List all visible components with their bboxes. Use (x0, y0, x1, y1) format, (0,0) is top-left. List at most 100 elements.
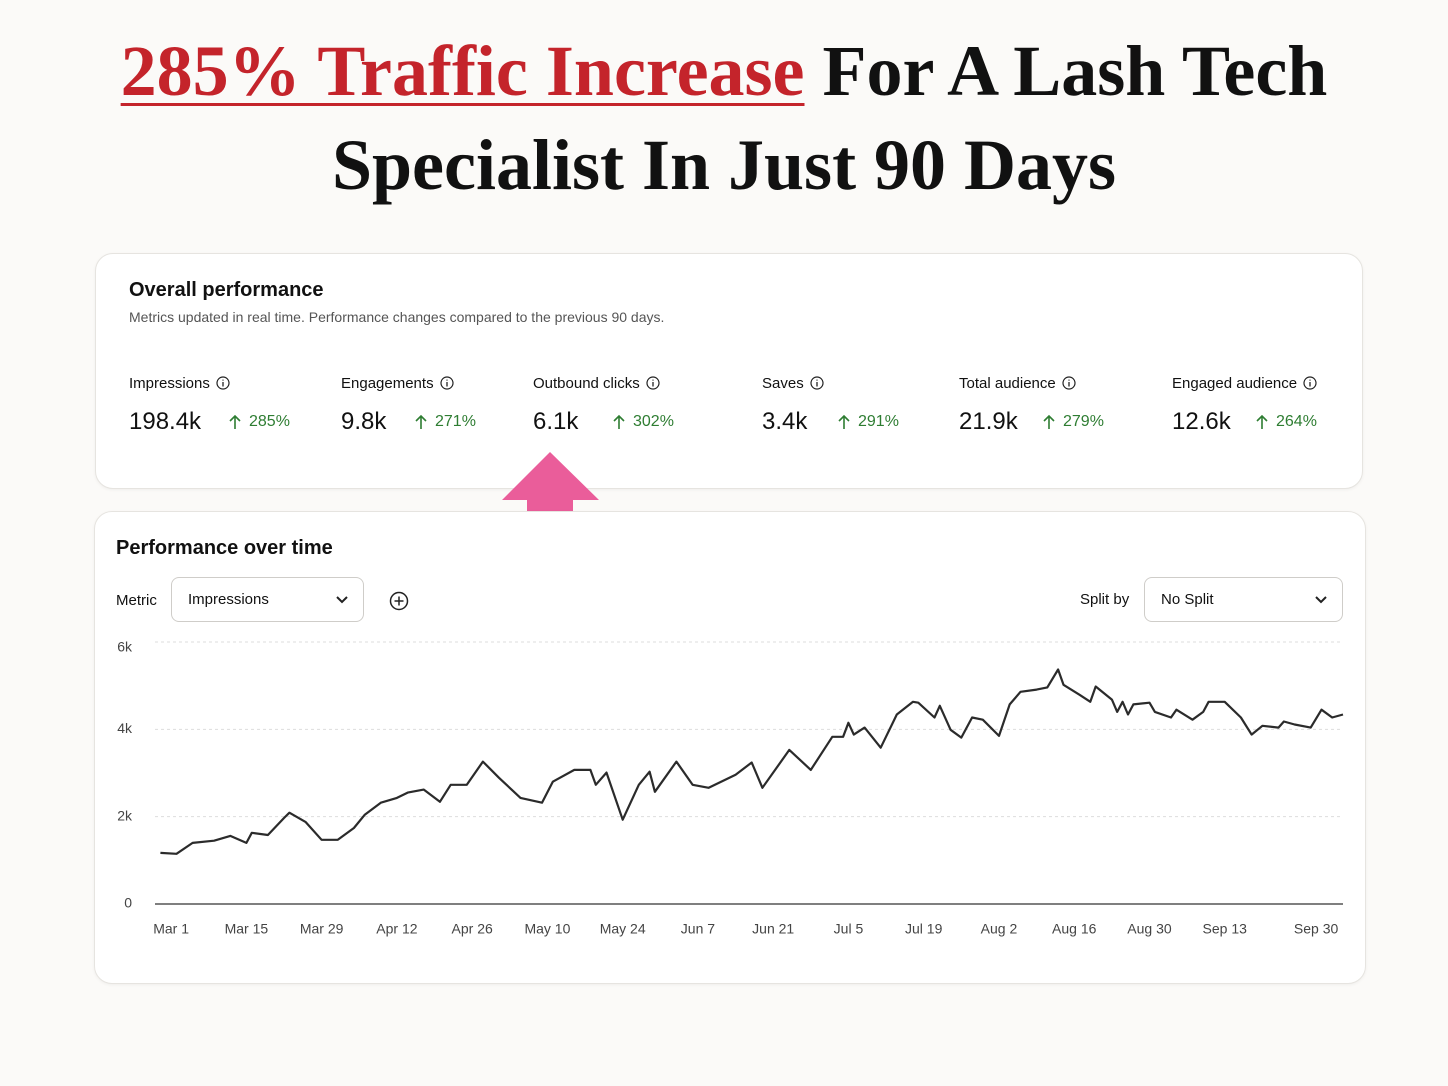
chevron (1315, 595, 1327, 603)
x-tick-label: Mar 29 (300, 921, 344, 937)
title-line-1: 285% Traffic Increase For A Lash Tech (0, 30, 1448, 113)
data-line (160, 668, 1344, 855)
info-circle (216, 376, 230, 390)
x-tick-label: Aug 2 (981, 921, 1018, 937)
metric-name-row: Total audience (959, 373, 1104, 393)
up-arrow-path (415, 414, 427, 429)
metric: Outbound clicks 6.1k 302% (533, 373, 674, 437)
info-icon (1303, 376, 1317, 390)
metric-change: 271% (415, 413, 476, 431)
up-arrow-path (613, 414, 625, 429)
split-label: Split by (1080, 591, 1130, 608)
overall-subtitle: Metrics updated in real time. Performanc… (129, 309, 665, 325)
x-tick-label: Apr 26 (452, 921, 493, 937)
metric-value: 9.8k (341, 408, 387, 435)
metric-row: 198.4k 285% (129, 407, 290, 437)
info-icon (810, 376, 824, 390)
metric-change: 285% (229, 413, 290, 431)
metric: Saves 3.4k 291% (762, 373, 899, 437)
metric-name: Outbound clicks (533, 374, 640, 392)
title-line-2: Specialist In Just 90 Days (331, 125, 1117, 205)
metric-name: Engagements (341, 374, 434, 392)
metric-name-row: Engagements (341, 373, 476, 393)
y-tick-label: 6k (117, 639, 133, 655)
metric-value: 3.4k (762, 408, 808, 435)
metric-change-value: 285% (249, 413, 290, 430)
overall-card (95, 253, 1363, 489)
up-arrow-path (838, 414, 850, 429)
metric-change-value: 271% (435, 413, 476, 430)
metric-selected: Impressions (188, 591, 269, 608)
up-arrow (415, 414, 427, 429)
metric-change-value: 291% (858, 413, 899, 430)
metric-change: 279% (1043, 413, 1104, 431)
metric: Total audience 21.9k 279% (959, 373, 1104, 437)
x-tick-label: Aug 16 (1052, 921, 1097, 937)
split-dropdown[interactable]: No Split (1144, 577, 1343, 622)
x-tick-label: Apr 12 (376, 921, 417, 937)
y-tick-label: 0 (124, 895, 132, 911)
metric-dropdown[interactable]: Impressions (171, 577, 364, 622)
chevron (336, 595, 348, 603)
x-tick-label: Mar 1 (153, 921, 189, 937)
info-circle (646, 376, 660, 390)
metric-row: 3.4k 291% (762, 407, 899, 437)
x-tick-label: Sep 13 (1203, 921, 1248, 937)
x-tick-label: May 10 (524, 921, 570, 937)
metric-name-row: Engaged audience (1172, 373, 1317, 393)
metric-name-row: Saves (762, 373, 899, 393)
y-tick-label: 4k (117, 720, 133, 736)
x-tick-label: Jun 21 (752, 921, 794, 937)
metric-value: 12.6k (1172, 408, 1231, 435)
x-tick-label: Jun 7 (681, 921, 715, 937)
overall-title: Overall performance (129, 279, 324, 301)
metric-name: Impressions (129, 374, 210, 392)
metric-change-value: 302% (633, 413, 674, 430)
metric-name: Saves (762, 374, 804, 392)
metric-name: Total audience (959, 374, 1056, 392)
title-rest: For A Lash Tech (822, 31, 1328, 111)
info-circle (1303, 376, 1317, 390)
up-arrow (1256, 414, 1268, 429)
metric: Engaged audience 12.6k 264% (1172, 373, 1317, 437)
up-arrow-path (1043, 414, 1055, 429)
metric-change: 264% (1256, 413, 1317, 431)
metric-change-value: 264% (1276, 413, 1317, 430)
performance-title: Performance over time (116, 537, 333, 559)
x-tick-label: Aug 30 (1127, 921, 1172, 937)
metric-value: 6.1k (533, 408, 579, 435)
add-metric-button[interactable] (389, 591, 409, 611)
info-icon (216, 376, 230, 390)
metric-change-value: 279% (1063, 413, 1104, 430)
metric-row: 12.6k 264% (1172, 407, 1317, 437)
metric-row: 6.1k 302% (533, 407, 674, 437)
up-arrow (613, 414, 625, 429)
metric-change: 302% (613, 413, 674, 431)
metric-name: Engaged audience (1172, 374, 1298, 392)
metric-name-row: Impressions (129, 373, 290, 393)
metric-change: 291% (838, 413, 899, 431)
up-arrow-path (229, 414, 241, 429)
up-arrow (1043, 414, 1055, 429)
up-arrow (838, 414, 850, 429)
metric-label: Metric (116, 592, 157, 609)
x-tick-label: May 24 (600, 921, 646, 937)
info-circle (439, 376, 454, 390)
info-icon (439, 376, 454, 390)
x-tick-label: Mar 15 (225, 921, 269, 937)
up-arrow (229, 414, 241, 429)
metric-row: 21.9k 279% (959, 407, 1104, 437)
x-tick-label: Sep 30 (1294, 921, 1339, 937)
info-circle (810, 376, 824, 390)
metric-name-row: Outbound clicks (533, 373, 674, 393)
info-circle (1062, 376, 1076, 390)
metric-value: 21.9k (959, 408, 1018, 435)
title-highlight: 285% Traffic Increase (120, 31, 805, 111)
up-arrow-path (1256, 414, 1268, 429)
info-icon (1062, 376, 1076, 390)
metric: Engagements 9.8k 271% (341, 373, 476, 437)
x-tick-label: Jul 5 (834, 921, 864, 937)
metric-value: 198.4k (129, 408, 202, 435)
